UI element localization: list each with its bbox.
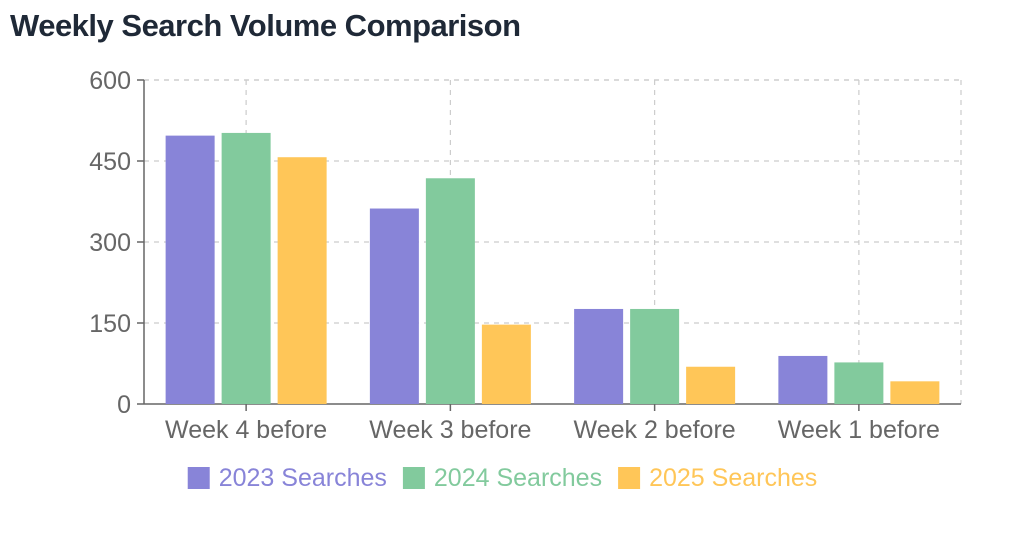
legend-item[interactable]: 2023 Searches [187, 464, 387, 492]
bar-2024-searches[interactable] [425, 178, 475, 404]
legend-label: 2024 Searches [434, 464, 602, 492]
bar-2023-searches[interactable] [165, 135, 215, 404]
legend-label: 2025 Searches [649, 464, 817, 492]
bars [165, 132, 940, 405]
y-tick-label: 600 [89, 67, 131, 95]
bar-2025-searches[interactable] [481, 324, 531, 404]
bar-2025-searches[interactable] [686, 366, 736, 404]
y-tick-label: 150 [89, 310, 131, 338]
bar-2023-searches[interactable] [369, 208, 419, 404]
legend[interactable]: 2023 Searches 2024 Searches 2025 Searches [187, 464, 818, 492]
x-tick-label: Week 4 before [165, 416, 327, 444]
bar-2023-searches[interactable] [574, 308, 624, 404]
legend-swatch [618, 467, 641, 489]
y-tick-label: 300 [89, 229, 131, 257]
y-tick-label: 450 [89, 148, 131, 176]
bar-2023-searches[interactable] [778, 355, 828, 404]
x-tick-label: Week 1 before [778, 416, 940, 444]
legend-item[interactable]: 2024 Searches [402, 464, 602, 492]
legend-swatch [402, 467, 425, 489]
legend-label: 2023 Searches [219, 464, 387, 492]
bar-2024-searches[interactable] [221, 132, 271, 405]
chart-title: Weekly Search Volume Comparison [10, 8, 521, 43]
x-tick-label: Week 3 before [369, 416, 531, 444]
legend-swatch [187, 467, 210, 489]
bar-2025-searches[interactable] [890, 381, 940, 404]
bar-2024-searches[interactable] [630, 308, 680, 404]
x-tick-label: Week 2 before [574, 416, 736, 444]
legend-item[interactable]: 2025 Searches [618, 464, 817, 492]
y-tick-label: 0 [117, 391, 131, 419]
tick-labels: 0 150 300 450 600 Week 4 before Week 3 before W… [89, 67, 940, 444]
bar-2024-searches[interactable] [834, 362, 884, 404]
bar-2025-searches[interactable] [277, 157, 327, 404]
